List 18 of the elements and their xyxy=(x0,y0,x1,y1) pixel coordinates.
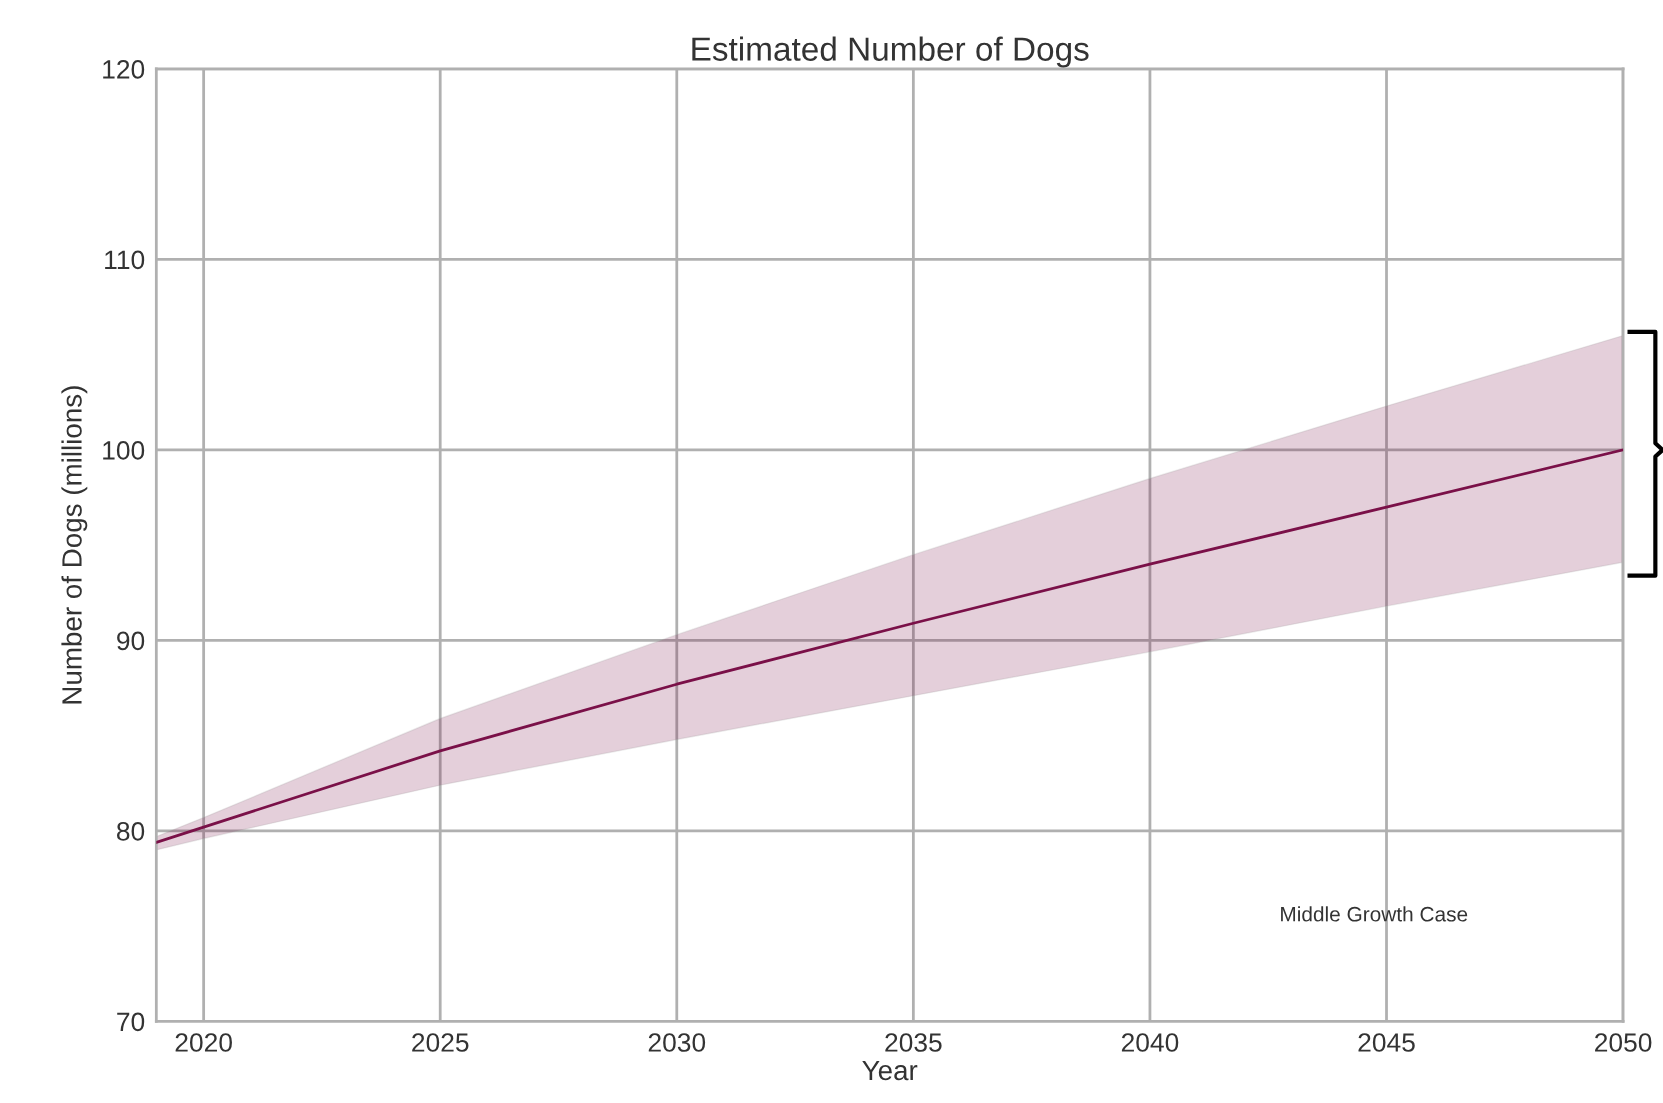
x-tick-label: 2045 xyxy=(1358,1033,1415,1052)
y-tick-label: 100 xyxy=(103,441,145,460)
x-tick-label: 2025 xyxy=(412,1033,469,1052)
annotation: Middle Growth Case xyxy=(1281,906,1468,922)
x-tick-label: 2040 xyxy=(1121,1033,1179,1052)
x-tick-label: 2035 xyxy=(885,1033,942,1052)
chart-title: Estimated Number of Dogs xyxy=(692,36,1089,68)
y-tick-label: 80 xyxy=(117,822,145,841)
line-series xyxy=(156,448,1624,844)
x-tick-label: 2050 xyxy=(1595,1033,1652,1052)
x-tick-label: 2020 xyxy=(175,1033,232,1052)
y-tick-label: 110 xyxy=(105,250,145,270)
y-tick-label: 70 xyxy=(117,1012,145,1032)
x-axis-title: Year xyxy=(862,1060,918,1081)
y-tick-label: 90 xyxy=(117,631,145,651)
y-axis-title: Number of Dogs (millions) xyxy=(61,386,88,704)
x-tick-label: 2030 xyxy=(648,1033,706,1052)
y-tick-label: 120 xyxy=(103,60,145,79)
